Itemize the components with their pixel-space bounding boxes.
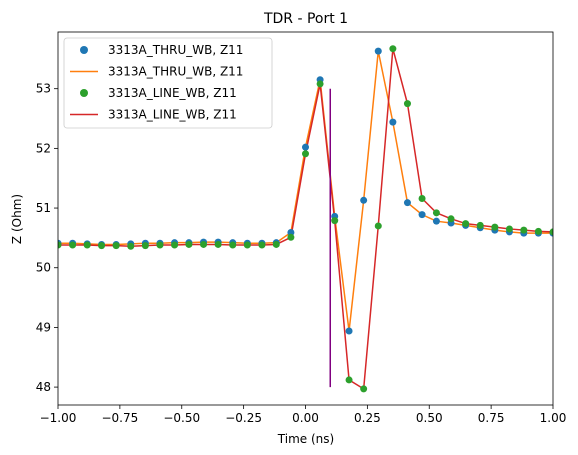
series-2-point xyxy=(185,241,192,248)
x-tick-label: −1.00 xyxy=(40,411,77,425)
y-tick-label: 53 xyxy=(36,82,51,96)
series-2-point xyxy=(433,209,440,216)
legend: 3313A_THRU_WB, Z11 3313A_THRU_WB, Z11 3313… xyxy=(64,38,272,128)
series-2-point xyxy=(477,222,484,229)
series-2-point xyxy=(229,242,236,249)
series-2-point xyxy=(506,225,513,232)
y-tick-label: 51 xyxy=(36,201,51,215)
series-2-point xyxy=(273,241,280,248)
series-2-point xyxy=(331,217,338,224)
series-2-point xyxy=(419,195,426,202)
x-tick-label: −0.75 xyxy=(101,411,138,425)
series-2-point xyxy=(127,243,134,250)
series-2-point xyxy=(171,242,178,249)
series-2-point xyxy=(535,228,542,235)
y-axis-label: Z (Ohm) xyxy=(10,194,24,244)
series-2-point xyxy=(491,224,498,231)
series-2-point xyxy=(200,241,207,248)
series-2-point xyxy=(520,227,527,234)
series-2-point xyxy=(375,222,382,229)
y-tick-label: 52 xyxy=(36,141,51,155)
series-2-point xyxy=(389,45,396,52)
series-2-point xyxy=(287,234,294,241)
series-0-point xyxy=(433,218,440,225)
series-2-point xyxy=(462,220,469,227)
chart-title: TDR - Port 1 xyxy=(263,11,348,27)
y-tick-label: 49 xyxy=(36,320,51,334)
x-tick-label: 0.00 xyxy=(292,411,319,425)
series-2-point xyxy=(346,376,353,383)
y-tick-label: 48 xyxy=(36,380,51,394)
y-tick-label: 50 xyxy=(36,261,51,275)
series-0-point xyxy=(375,48,382,55)
series-0-point xyxy=(360,197,367,204)
series-0-point xyxy=(346,327,353,334)
x-tick-label: 1.00 xyxy=(540,411,567,425)
x-axis-label: Time (ns) xyxy=(277,432,334,446)
series-0-point xyxy=(389,119,396,126)
series-2-point xyxy=(69,242,76,249)
x-tick-label: 0.50 xyxy=(416,411,443,425)
x-tick-label: 0.25 xyxy=(354,411,381,425)
series-2-point xyxy=(404,100,411,107)
series-0-point xyxy=(302,144,309,151)
series-2-point xyxy=(244,242,251,249)
series-2-point xyxy=(258,242,265,249)
x-tick-label: −0.50 xyxy=(163,411,200,425)
series-2-point xyxy=(142,242,149,249)
series-2-point xyxy=(98,242,105,249)
legend-label-1: 3313A_THRU_WB, Z11 xyxy=(108,65,243,79)
series-0-point xyxy=(404,199,411,206)
legend-marker-0 xyxy=(80,46,88,54)
series-2-point xyxy=(317,80,324,87)
series-2-point xyxy=(302,150,309,157)
legend-label-3: 3313A_LINE_WB, Z11 xyxy=(108,108,237,122)
series-2-point xyxy=(448,215,455,222)
series-2-point xyxy=(215,241,222,248)
legend-label-2: 3313A_LINE_WB, Z11 xyxy=(108,86,237,100)
series-2-point xyxy=(113,242,120,249)
series-2-point xyxy=(84,242,91,249)
legend-label-0: 3313A_THRU_WB, Z11 xyxy=(108,43,243,57)
series-0-point xyxy=(419,211,426,218)
legend-marker-2 xyxy=(80,89,88,97)
x-tick-label: 0.75 xyxy=(478,411,505,425)
series-2-point xyxy=(360,385,367,392)
x-tick-label: −0.25 xyxy=(225,411,262,425)
series-2-point xyxy=(156,242,163,249)
